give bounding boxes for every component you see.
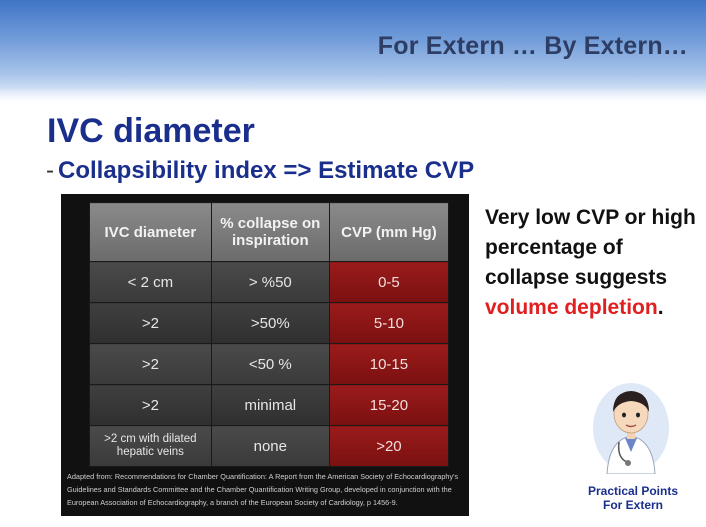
cell-ivc: >2 <box>89 384 212 426</box>
slide-title: IVC diameter <box>47 112 255 150</box>
footer-line-1: Practical Points <box>587 484 679 498</box>
doctor-mascot-icon <box>591 378 671 475</box>
table-row: >2 >50% 5-10 <box>89 302 450 344</box>
cell-cvp: >20 <box>328 425 450 467</box>
cell-collapse: none <box>210 425 330 467</box>
note-highlight: volume depletion <box>485 296 658 319</box>
header-band <box>0 0 706 106</box>
cell-ivc: >2 <box>89 302 212 344</box>
note-body: Very low CVP or high percentage of colla… <box>485 206 696 289</box>
note-text: Very low CVP or high percentage of colla… <box>485 203 700 323</box>
header-ivc-diameter: IVC diameter <box>89 202 212 262</box>
table-header-row: IVC diameter % collapse on inspiration C… <box>89 202 450 262</box>
cell-ivc: < 2 cm <box>89 261 212 303</box>
cell-ivc: >2 <box>89 343 212 385</box>
footer-line-2: For Extern <box>602 498 663 512</box>
cell-collapse: >50% <box>210 302 330 344</box>
cell-collapse: <50 % <box>210 343 330 385</box>
footer-label: Practical Points For Extern <box>566 484 700 512</box>
subtitle-dash: - <box>46 157 54 184</box>
cvp-table: IVC diameter % collapse on inspiration C… <box>89 202 450 467</box>
cell-cvp: 15-20 <box>328 384 450 426</box>
table-citation: Adapted from: Recommendations for Chambe… <box>67 472 459 507</box>
table-row: >2 <50 % 10-15 <box>89 343 450 385</box>
header-cvp: CVP (mm Hg) <box>328 202 450 262</box>
cell-cvp: 5-10 <box>328 302 450 344</box>
table-row: < 2 cm > %50 0-5 <box>89 261 450 303</box>
cell-cvp: 0-5 <box>328 261 450 303</box>
cell-collapse: > %50 <box>210 261 330 303</box>
cell-cvp: 10-15 <box>328 343 450 385</box>
header-collapse: % collapse on inspiration <box>210 202 330 262</box>
subtitle-text: Collapsibility index => Estimate CVP <box>58 157 475 184</box>
table-image-panel: IVC diameter % collapse on inspiration C… <box>61 194 469 516</box>
table-row: >2 cm with dilated hepatic veins none >2… <box>89 425 450 467</box>
table-row: >2 minimal 15-20 <box>89 384 450 426</box>
cell-ivc: >2 cm with dilated hepatic veins <box>89 425 212 467</box>
note-end: . <box>657 296 664 319</box>
header-title: For Extern … By Extern… <box>377 32 688 60</box>
cell-collapse: minimal <box>210 384 330 426</box>
slide-subtitle: - Collapsibility index => Estimate CVP <box>46 157 474 185</box>
